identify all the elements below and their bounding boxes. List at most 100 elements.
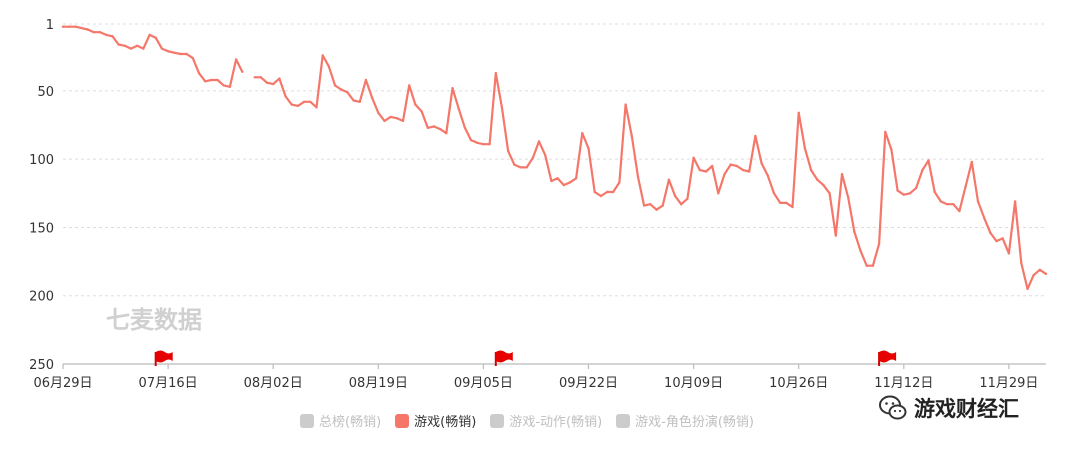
data-point[interactable] (123, 44, 127, 47)
data-point[interactable] (717, 192, 720, 195)
data-point[interactable] (352, 99, 355, 102)
data-point[interactable] (1026, 287, 1029, 291)
data-point[interactable] (896, 189, 899, 192)
data-point[interactable] (265, 81, 269, 84)
event-flag-icon[interactable] (154, 350, 173, 367)
data-point[interactable] (952, 203, 955, 206)
data-point[interactable] (333, 84, 337, 87)
data-point[interactable] (636, 175, 640, 179)
data-point[interactable] (890, 148, 893, 151)
data-point[interactable] (537, 140, 541, 143)
data-point[interactable] (649, 203, 652, 206)
data-point[interactable] (686, 197, 689, 200)
data-point[interactable] (494, 72, 497, 75)
data-point[interactable] (278, 77, 281, 80)
data-point[interactable] (927, 159, 930, 162)
data-point[interactable] (624, 103, 627, 106)
data-point[interactable] (760, 162, 763, 165)
data-point[interactable] (370, 96, 374, 99)
data-point[interactable] (160, 47, 164, 50)
data-point[interactable] (847, 196, 850, 199)
legend-item-games-grossing[interactable]: 游戏(畅销) (395, 411, 476, 430)
data-point[interactable] (667, 178, 671, 181)
data-point[interactable] (346, 91, 349, 94)
data-point[interactable] (327, 65, 330, 68)
data-point[interactable] (482, 143, 485, 146)
data-point[interactable] (420, 110, 423, 113)
data-point[interactable] (723, 173, 726, 176)
data-point[interactable] (630, 134, 633, 138)
legend-item-total-grossing[interactable]: 总榜(畅销) (300, 411, 381, 430)
data-point[interactable] (414, 103, 417, 106)
data-point[interactable] (290, 103, 293, 106)
data-point[interactable] (568, 181, 572, 184)
data-point[interactable] (383, 119, 386, 123)
data-point[interactable] (766, 174, 769, 177)
data-point[interactable] (816, 178, 819, 181)
data-point[interactable] (142, 47, 145, 50)
data-point[interactable] (438, 127, 442, 131)
data-point[interactable] (457, 107, 460, 110)
data-point[interactable] (92, 31, 96, 34)
data-point[interactable] (74, 25, 77, 28)
data-point[interactable] (983, 216, 986, 220)
data-point[interactable] (587, 147, 590, 150)
data-point[interactable] (574, 177, 578, 180)
data-point[interactable] (98, 31, 102, 34)
data-point[interactable] (791, 205, 794, 209)
data-point[interactable] (302, 100, 306, 104)
data-point[interactable] (136, 44, 139, 47)
data-point[interactable] (148, 33, 151, 37)
data-point[interactable] (395, 117, 398, 120)
legend-item-action-grossing[interactable]: 游戏-动作(畅销) (490, 411, 602, 430)
data-point[interactable] (358, 100, 361, 104)
data-point[interactable] (933, 190, 936, 194)
data-point[interactable] (216, 78, 219, 82)
data-point[interactable] (902, 193, 905, 196)
data-point[interactable] (321, 54, 324, 57)
data-point[interactable] (680, 203, 683, 206)
data-point[interactable] (599, 194, 603, 198)
data-point[interactable] (797, 111, 800, 115)
data-point[interactable] (531, 156, 535, 159)
data-point[interactable] (809, 168, 813, 172)
data-point[interactable] (284, 95, 287, 98)
data-point[interactable] (976, 200, 980, 203)
legend-item-rpg-grossing[interactable]: 游戏-角色扮演(畅销) (616, 411, 754, 430)
data-point[interactable] (754, 134, 757, 138)
data-point[interactable] (228, 85, 232, 89)
data-point[interactable] (408, 84, 411, 87)
data-point[interactable] (550, 179, 553, 183)
data-point[interactable] (729, 163, 732, 166)
data-point[interactable] (519, 166, 522, 169)
data-point[interactable] (204, 80, 207, 83)
data-point[interactable] (692, 156, 695, 159)
data-point[interactable] (711, 164, 714, 168)
data-point[interactable] (741, 168, 745, 172)
data-point[interactable] (86, 28, 89, 31)
data-point[interactable] (111, 35, 114, 38)
data-point[interactable] (154, 36, 157, 39)
data-point[interactable] (915, 186, 918, 190)
data-point[interactable] (853, 230, 856, 233)
data-point[interactable] (61, 25, 65, 28)
data-point[interactable] (859, 249, 862, 252)
data-point[interactable] (964, 185, 967, 188)
data-point[interactable] (117, 43, 120, 46)
event-flag-icon[interactable] (494, 350, 513, 367)
data-point[interactable] (129, 47, 133, 50)
data-point[interactable] (779, 201, 782, 205)
data-point[interactable] (884, 130, 887, 134)
data-point[interactable] (562, 183, 565, 187)
data-point[interactable] (210, 78, 213, 82)
data-point[interactable] (544, 153, 547, 157)
data-point[interactable] (191, 56, 194, 60)
data-point[interactable] (673, 194, 677, 198)
data-point[interactable] (970, 160, 973, 164)
data-point[interactable] (309, 100, 312, 104)
data-point[interactable] (945, 203, 949, 206)
data-point[interactable] (377, 111, 380, 115)
event-flag-icon[interactable] (878, 350, 897, 367)
data-point[interactable] (389, 115, 392, 119)
data-point[interactable] (259, 76, 262, 79)
